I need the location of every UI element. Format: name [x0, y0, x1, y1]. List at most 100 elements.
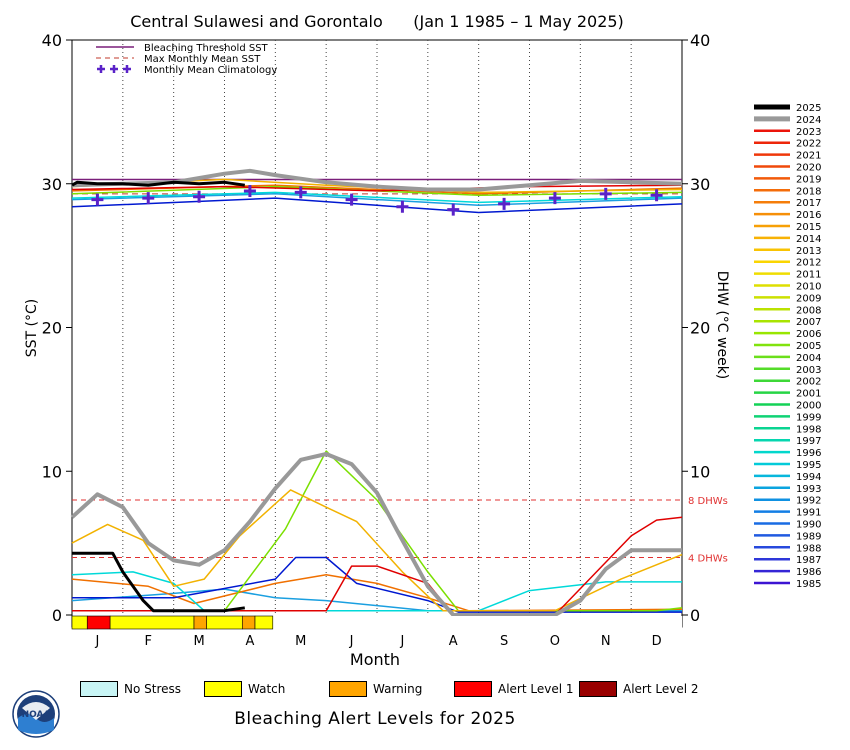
x-tick-label: J: [349, 634, 354, 649]
label-warning: Warning: [373, 682, 423, 696]
climatology-marker: [447, 203, 460, 216]
label-watch: Watch: [248, 682, 286, 696]
series-2024-dhw-line: [70, 452, 682, 617]
year-legend-label: 2013: [796, 246, 821, 257]
dhw-reference-lines: 4 DHWs 8 DHWs: [72, 496, 728, 565]
year-legend-label: 2009: [796, 293, 821, 304]
year-legend-label: 1991: [796, 508, 821, 519]
climatology-marker: [498, 197, 511, 210]
alert-legend-watch: Watch: [204, 681, 285, 697]
year-legend-label: 2015: [796, 222, 821, 233]
alert-segment-alert1: [86, 615, 111, 630]
year-legend-label: 2011: [796, 270, 821, 281]
footer-title: Bleaching Alert Levels for 2025: [234, 709, 516, 729]
y2-tick-label: 0: [690, 606, 700, 625]
year-legend-label: 1990: [796, 520, 821, 531]
dhw-reference-label: 8 DHWs: [688, 496, 728, 507]
y2-axis-label: DHW (°C week): [714, 271, 730, 380]
legend-label: Bleaching Threshold SST: [144, 43, 269, 54]
year-legend-label: 2022: [796, 139, 821, 150]
alert-strip: [71, 615, 682, 630]
label-no-stress: No Stress: [124, 682, 182, 696]
x-tick-label: N: [601, 634, 611, 649]
x-tick-label: O: [550, 634, 560, 649]
climatology-markers: [91, 184, 663, 216]
year-legend-label: 2001: [796, 389, 821, 400]
year-legend-label: 2003: [796, 365, 821, 376]
legend-plus-marker: [110, 65, 118, 73]
y-axis-right: 0 10 20 30 40: [682, 31, 710, 625]
swatch-no-stress: [80, 681, 118, 697]
year-legend-label: 1987: [796, 555, 821, 566]
year-legend-label: 1997: [796, 436, 821, 447]
year-legend-label: 2017: [796, 198, 821, 209]
y-tick-label: 20: [42, 319, 62, 338]
x-tick-label: F: [145, 634, 152, 649]
series-1998-sst-line: [71, 191, 683, 204]
climatology-marker: [548, 192, 561, 205]
year-legend-label: 1996: [796, 448, 821, 459]
noaa-logo-text: NOAA: [22, 710, 51, 720]
year-legend-label: 2005: [796, 341, 821, 352]
year-legend-label: 2008: [796, 305, 821, 316]
year-legend-label: 2024: [796, 115, 821, 126]
label-alert1: Alert Level 1: [498, 682, 574, 696]
year-legend-label: 1993: [796, 484, 821, 495]
climatology-marker: [142, 192, 155, 205]
year-legend-label: 2010: [796, 282, 821, 293]
noaa-logo-icon: NOAA: [12, 690, 60, 738]
y-tick-label: 30: [42, 175, 62, 194]
year-legend-label: 2025: [796, 103, 821, 114]
series-2023-sst-line: [71, 184, 683, 192]
alert-segment-watch: [109, 615, 195, 630]
year-legend-label: 1992: [796, 496, 821, 507]
year-legend-label: 1986: [796, 567, 821, 578]
year-legend-label: 1999: [796, 412, 821, 423]
year-legend-label: 2016: [796, 210, 821, 221]
year-legend-label: 2020: [796, 163, 821, 174]
climatology-marker: [650, 189, 663, 202]
year-legend-label: 2006: [796, 329, 821, 340]
year-legend-label: 2012: [796, 258, 821, 269]
year-legend-label: 2004: [796, 353, 821, 364]
alert-legend-alert1: Alert Level 1: [454, 681, 574, 697]
x-tick-label: D: [652, 634, 662, 649]
climatology-marker: [345, 193, 358, 206]
legend-label: Max Monthly Mean SST: [144, 54, 261, 65]
legend-label: Monthly Mean Climatology: [144, 65, 277, 76]
legend-plus-marker: [123, 65, 131, 73]
month-grid: [122, 40, 632, 615]
series-2025-sst-line: [71, 180, 246, 187]
year-legend: 2025202420232022202120202019201820172016…: [754, 103, 821, 590]
x-tick-label: M: [193, 634, 204, 649]
year-legend-label: 2002: [796, 377, 821, 388]
alert-segment-warning: [241, 615, 256, 630]
dhw-reference-label: 4 DHWs: [688, 554, 728, 565]
x-tick-label: A: [449, 634, 458, 649]
year-legend-label: 2007: [796, 317, 821, 328]
y2-tick-label: 10: [690, 462, 710, 481]
climatology-marker: [193, 190, 206, 203]
year-legend-label: 2018: [796, 186, 821, 197]
x-tick-label: J: [94, 634, 99, 649]
year-legend-label: 1988: [796, 543, 821, 554]
alert-segment-watch: [254, 615, 274, 630]
climatology-marker: [599, 187, 612, 200]
swatch-warning: [329, 681, 367, 697]
year-legend-label: 2019: [796, 174, 821, 185]
y-tick-label: 10: [42, 462, 62, 481]
series-layer: [70, 168, 683, 617]
year-legend-label: 1985: [796, 579, 821, 590]
y-tick-label: 40: [42, 31, 62, 50]
y-axis-label: SST (°C): [24, 299, 40, 357]
climatology-marker: [396, 200, 409, 213]
alert-legend-alert2: Alert Level 2: [579, 681, 699, 697]
year-legend-label: 1989: [796, 531, 821, 542]
year-legend-label: 1994: [796, 472, 821, 483]
year-legend-label: 2000: [796, 401, 821, 412]
x-tick-label: S: [500, 634, 508, 649]
swatch-alert1: [454, 681, 492, 697]
x-tick-label: M: [295, 634, 306, 649]
